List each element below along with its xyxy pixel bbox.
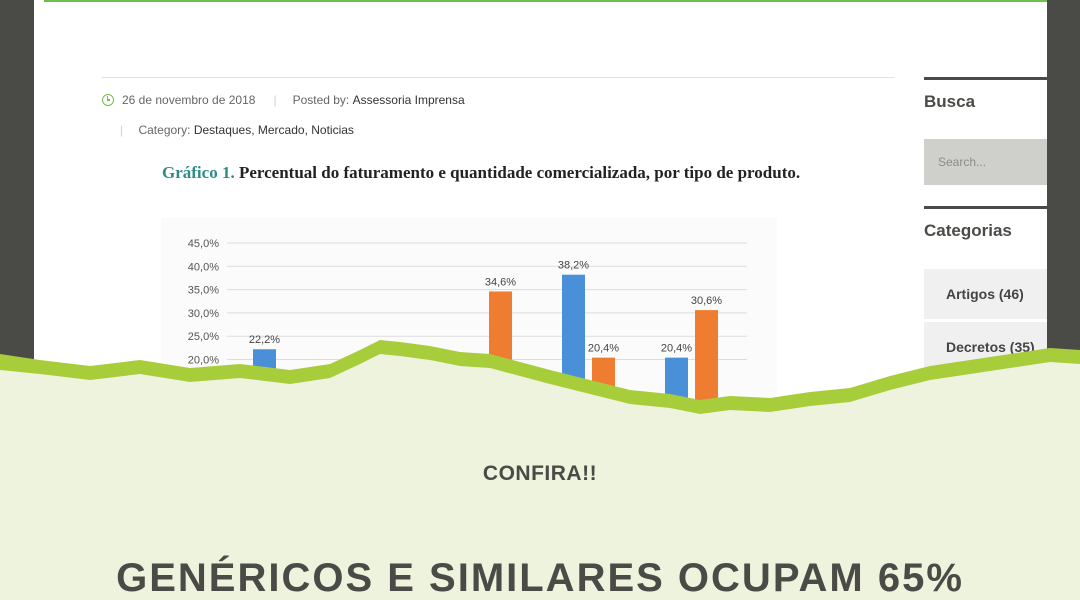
kicker-text: CONFIRA!! [482, 462, 598, 485]
meta-separator: | [120, 123, 124, 137]
post-meta: 26 de novembro de 2018 | Posted by: Asse… [102, 93, 465, 107]
y-tick-label: 35,0% [188, 285, 219, 297]
data-label: 38,2% [558, 260, 589, 272]
data-label: 34,6% [485, 276, 516, 288]
y-tick-label: 20,0% [188, 355, 219, 367]
chart-title: Gráfico 1. Percentual do faturamento e q… [162, 163, 800, 183]
posted-by-label: Posted by: [292, 93, 350, 107]
data-label: 22,2% [249, 334, 280, 346]
data-label: 20,4% [661, 343, 692, 355]
bar [695, 310, 718, 408]
chart-number: Gráfico 1. [162, 163, 235, 182]
post-categories: | Category: Destaques, Mercado, Noticias [120, 123, 354, 137]
post-date: 26 de novembro de 2018 [122, 93, 256, 107]
y-tick-label: 45,0% [188, 238, 219, 250]
header-accent-line [44, 0, 1047, 2]
promo-band [0, 420, 1080, 600]
category-item-artigos[interactable]: Artigos (46) [924, 269, 1047, 319]
author-link[interactable]: Assessoria Imprensa [352, 93, 465, 107]
torn-paper-edge [0, 340, 1080, 420]
category-label: Category: [138, 123, 191, 137]
article-divider [102, 77, 895, 78]
y-tick-label: 40,0% [188, 261, 219, 273]
categories-heading: Categorias [924, 221, 1012, 240]
chart-title-text: Percentual do faturamento e quantidade c… [238, 163, 801, 182]
category-links[interactable]: Destaques, Mercado, Noticias [193, 123, 354, 137]
sidebar-rule [924, 77, 1047, 80]
y-tick-label: 30,0% [188, 308, 219, 320]
data-label: 20,4% [588, 343, 619, 355]
search-heading: Busca [924, 92, 976, 111]
sidebar-rule [924, 206, 1047, 209]
meta-separator: | [273, 93, 277, 107]
clock-icon [102, 94, 114, 106]
y-tick-label: 25,0% [188, 331, 219, 343]
data-label: 30,6% [691, 295, 722, 307]
search-input[interactable] [924, 139, 1047, 185]
headline-text: GENÉRICOS E SIMILARES OCUPAM 65% [116, 556, 964, 600]
